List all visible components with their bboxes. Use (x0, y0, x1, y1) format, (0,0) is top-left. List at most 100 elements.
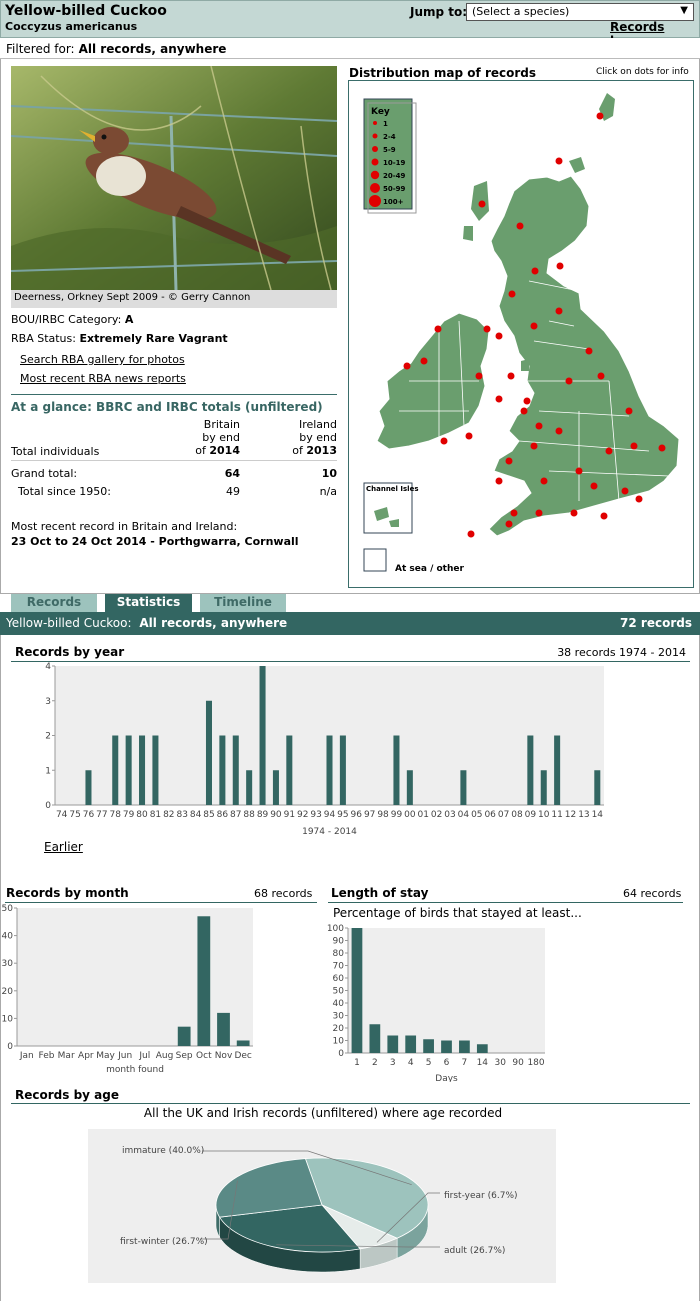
species-select[interactable]: (Select a species) ▼ (466, 3, 694, 21)
map-record-dot (555, 157, 563, 165)
bar (393, 735, 400, 805)
bar (232, 735, 239, 805)
x-tick-label: Nov (215, 1051, 233, 1061)
ireland-header-line: by end (299, 431, 337, 444)
since-1950-ireland: n/a (319, 485, 337, 498)
map-record-dot (600, 512, 608, 520)
stay-count: 64 records (623, 887, 682, 900)
map-record-dot (520, 407, 528, 415)
tab-records[interactable]: Records (11, 594, 97, 612)
map-key-dot (372, 146, 378, 152)
pie-leader-line (376, 1192, 440, 1243)
pie-label: first-year (6.7%) (444, 1191, 518, 1201)
y-tick-label: 30 (333, 1012, 345, 1022)
bar (423, 1039, 434, 1053)
divider (11, 460, 337, 461)
total-individuals-label: Total individuals (11, 445, 100, 458)
x-tick-label: Apr (78, 1051, 94, 1061)
x-tick-label: 90 (512, 1058, 524, 1068)
species-photo[interactable] (11, 66, 337, 290)
summary-count: 72 records (620, 616, 692, 630)
channel-isles-label: Channel Isles (366, 485, 418, 493)
map-key-dot (371, 158, 379, 166)
bar (246, 770, 253, 805)
britain-header-line: Britain (203, 418, 240, 431)
bar (554, 735, 561, 805)
divider (11, 394, 337, 395)
news-reports-link[interactable]: Most recent RBA news reports (20, 372, 186, 385)
map-record-dot (635, 495, 643, 503)
y-tick-label: 10 (2, 1014, 14, 1024)
bar (236, 1040, 250, 1046)
earlier-link[interactable]: Earlier (44, 840, 83, 854)
gallery-search-link[interactable]: Search RBA gallery for photos (20, 353, 185, 366)
y-tick-label: 40 (2, 932, 14, 942)
since-1950-britain: 49 (226, 485, 240, 498)
pie-leader-line (276, 1244, 440, 1248)
bar (527, 735, 534, 805)
x-tick-label: 10 (538, 810, 550, 820)
by-year-title: Records by year (15, 645, 125, 659)
tab-statistics[interactable]: Statistics (105, 594, 192, 612)
photo-caption: Deerness, Orkney Sept 2009 - © Gerry Can… (11, 290, 337, 308)
x-tick-label: 98 (377, 810, 389, 820)
britain-year: 2014 (209, 444, 240, 457)
map-record-dot (535, 422, 543, 430)
x-tick-label: 85 (203, 810, 214, 820)
x-axis-label: month found (106, 1065, 164, 1075)
x-tick-label: 13 (578, 810, 589, 820)
stay-title: Length of stay (331, 886, 429, 900)
map-record-dot (585, 347, 593, 355)
map-record-dot (605, 447, 613, 455)
status-value: Extremely Rare Vagrant (79, 332, 228, 345)
map-record-dot (530, 322, 538, 330)
grand-total-ireland: 10 (321, 467, 337, 480)
x-tick-label: 09 (525, 810, 537, 820)
x-tick-label: 76 (83, 810, 95, 820)
bar (326, 735, 333, 805)
map-key-label: 20-49 (383, 172, 406, 180)
x-tick-label: 14 (592, 810, 604, 820)
ireland-header-line: of (292, 444, 303, 457)
y-tick-label: 0 (338, 1049, 344, 1059)
y-tick-label: 80 (333, 949, 345, 959)
x-tick-label: 180 (527, 1058, 544, 1068)
distribution-map[interactable]: Key 1 2-4 5-9 10-19 20-49 50-99 100+ Channel I… (348, 80, 694, 588)
channel-isles-box (363, 482, 413, 534)
x-tick-label: 77 (96, 810, 107, 820)
x-tick-label: 04 (458, 810, 470, 820)
map-record-dot (555, 427, 563, 435)
summary-bar: Yellow-billed Cuckoo: All records, anywh… (0, 612, 700, 635)
divider (328, 902, 683, 903)
y-tick-label: 1 (45, 766, 51, 776)
ireland-column-header: Ireland by end of 2013 (257, 418, 337, 457)
tab-timeline[interactable]: Timeline (200, 594, 286, 612)
ireland-year: 2013 (306, 444, 337, 457)
map-hint: Click on dots for info (596, 67, 689, 77)
britain-header-line: of (195, 444, 206, 457)
recent-record-label: Most recent record in Britain and Irelan… (11, 520, 238, 533)
map-record-dot (483, 325, 491, 333)
map-record-dot (495, 395, 503, 403)
x-tick-label: Jun (117, 1051, 132, 1061)
map-record-dot (440, 437, 448, 445)
species-latin-name: Coccyzus americanus (5, 20, 138, 33)
x-tick-label: 11 (551, 810, 562, 820)
map-key-dot (369, 195, 381, 207)
map-record-dot (478, 200, 486, 208)
since-1950-label: Total since 1950: (18, 485, 111, 498)
x-tick-label: Aug (156, 1051, 174, 1061)
by-month-title: Records by month (6, 886, 129, 900)
map-record-dot (495, 332, 503, 340)
x-tick-label: 02 (431, 810, 442, 820)
by-month-chart: 0 10 20 30 40 50 Jan Feb Mar Apr May Jun Jul Aug Sep Oc… (2, 904, 253, 1075)
bar (197, 916, 211, 1046)
bar (540, 770, 547, 805)
x-tick-label: Feb (39, 1051, 55, 1061)
x-tick-label: 2 (372, 1058, 378, 1068)
x-axis-label: Days (435, 1074, 458, 1082)
x-tick-label: 7 (462, 1058, 468, 1068)
map-record-dot (403, 362, 411, 370)
x-tick-label: 93 (310, 810, 321, 820)
x-tick-label: 05 (471, 810, 482, 820)
